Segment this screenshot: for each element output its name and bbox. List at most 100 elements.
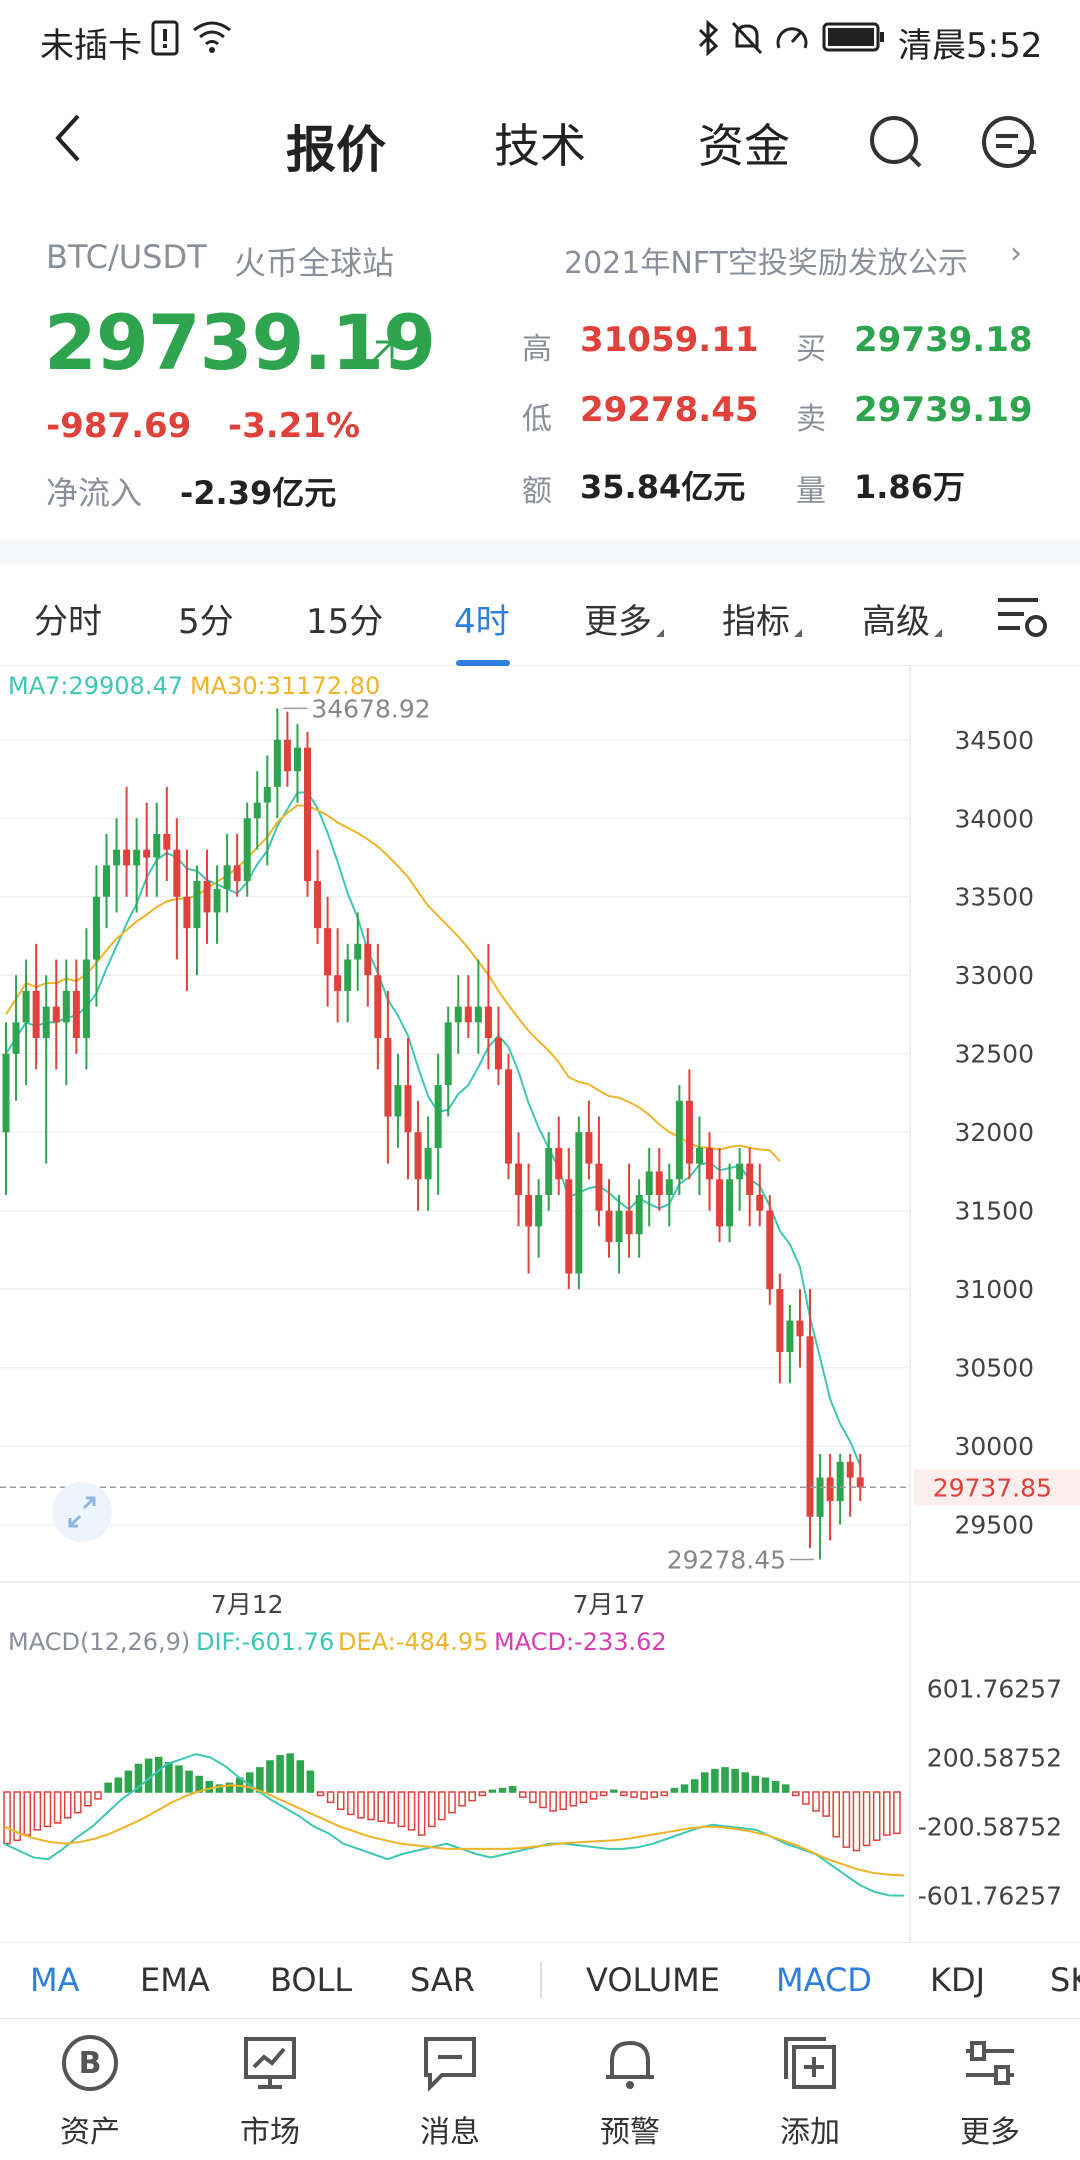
indicator-macd[interactable]: MACD: [776, 1961, 872, 1999]
advanced-menu[interactable]: 高级: [862, 594, 942, 643]
candle-body: [424, 1147, 432, 1180]
macd-bar: [852, 1791, 861, 1852]
dea-label: DEA:-484.95: [338, 1628, 489, 1656]
candle-body: [384, 1038, 392, 1117]
nav-messages-label: 消息: [420, 2115, 480, 2150]
macd-bar: [549, 1791, 557, 1812]
candle-body: [575, 1132, 583, 1274]
high-value: 31059.11: [580, 320, 759, 360]
candle-body: [233, 865, 241, 882]
search-icon[interactable]: [866, 112, 926, 172]
macd-bar: [165, 1761, 173, 1793]
candle-body: [484, 1006, 492, 1039]
candle-body: [746, 1163, 754, 1195]
macd-bar: [862, 1791, 871, 1847]
nav-messages[interactable]: 消息: [390, 2033, 510, 2151]
candle-body: [605, 1210, 613, 1243]
dif-line: [3, 1753, 905, 1897]
candle-body: [625, 1210, 633, 1235]
candle-body: [776, 1289, 784, 1352]
macd-bar: [357, 1791, 365, 1819]
period-15m[interactable]: 15分: [306, 602, 384, 642]
y-tick-label: 32500: [954, 1040, 1034, 1069]
max-price-label: 34678.92: [311, 694, 430, 723]
high-label: 高: [522, 332, 552, 367]
indicator-boll[interactable]: BOLL: [270, 1961, 353, 1999]
candle-body: [354, 943, 362, 960]
price-change-pct: -3.21%: [228, 406, 361, 446]
indicator-sk[interactable]: SK: [1050, 1961, 1080, 1999]
candle-body: [454, 1006, 462, 1023]
notice-link[interactable]: 2021年NFT空投奖励发放公示: [564, 246, 968, 281]
inflow-label: 净流入: [46, 474, 143, 512]
candle-body: [72, 990, 80, 1039]
back-icon[interactable]: [50, 110, 86, 166]
macd-bar: [670, 1787, 679, 1793]
nav-add[interactable]: 添加: [750, 2033, 870, 2151]
macd-bar: [94, 1791, 102, 1800]
macd-bar: [690, 1779, 699, 1793]
tab-funds[interactable]: 资金: [698, 119, 790, 173]
candle-body: [103, 865, 110, 897]
market-chart-icon: [244, 2037, 296, 2089]
macd-bar: [508, 1786, 517, 1793]
section-divider: [0, 540, 1080, 564]
candle-body: [444, 1022, 452, 1086]
macd-bar: [438, 1791, 446, 1821]
active-period-indicator: [456, 660, 510, 666]
nav-more[interactable]: 更多: [930, 2033, 1050, 2151]
macd-bar: [417, 1791, 426, 1836]
chart-settings-icon[interactable]: [994, 594, 1050, 642]
indicator-ma[interactable]: MA: [30, 1961, 80, 1999]
period-more[interactable]: 更多: [584, 594, 664, 643]
macd-bar: [812, 1791, 820, 1812]
indicator-volume[interactable]: VOLUME: [586, 1961, 720, 1999]
period-4h[interactable]: 4时: [454, 602, 510, 642]
chevron-right-icon[interactable]: ›: [1010, 236, 1022, 271]
ma7-line: [5, 791, 862, 1466]
candle-body: [665, 1179, 673, 1195]
mute-icon: [731, 21, 763, 55]
period-5m[interactable]: 5分: [178, 602, 234, 642]
tab-quote[interactable]: 报价: [286, 121, 386, 179]
nav-assets[interactable]: B 资产: [30, 2033, 150, 2151]
nav-market[interactable]: 市场: [210, 2033, 330, 2151]
candle-body: [374, 975, 382, 1039]
candle-body: [695, 1147, 703, 1164]
indicator-sar[interactable]: SAR: [410, 1961, 476, 1999]
fullscreen-button[interactable]: [52, 1482, 112, 1542]
nav-market-label: 市场: [240, 2115, 300, 2150]
tab-technical[interactable]: 技术: [494, 119, 586, 173]
macd-bar: [53, 1791, 62, 1824]
price-change: -987.69: [46, 406, 192, 446]
candle-body: [555, 1147, 563, 1180]
nav-alerts[interactable]: 预警: [570, 2033, 690, 2151]
macd-bar: [731, 1768, 739, 1793]
advanced-menu-label: 高级: [862, 602, 930, 642]
indicator-kdj[interactable]: KDJ: [930, 1961, 986, 1999]
macd-bar: [13, 1791, 21, 1841]
dropdown-icon: [656, 629, 664, 637]
indicator-menu[interactable]: 指标: [722, 594, 802, 643]
candle-body: [243, 818, 251, 882]
chart-canvas[interactable]: 34500 34000 33500 33000 32500 32000 31500 31000…: [0, 666, 1080, 1942]
indicator-ema[interactable]: EMA: [140, 1961, 210, 1999]
candle-body: [806, 1336, 814, 1517]
period-timeshare[interactable]: 分时: [34, 602, 102, 642]
macd-bar: [387, 1791, 396, 1824]
candle-body: [836, 1461, 844, 1502]
sell-label: 卖: [796, 402, 826, 437]
candle-body: [464, 1006, 472, 1023]
chat-icon[interactable]: [978, 112, 1042, 172]
candle-body: [344, 959, 352, 991]
y-tick-label: 31000: [954, 1275, 1034, 1304]
indicator-divider: [540, 1961, 542, 1999]
macd-bar: [397, 1791, 406, 1828]
kline-chart[interactable]: 34500 34000 33500 33000 32500 32000 31500 31000…: [0, 666, 1080, 1942]
candle-body: [565, 1179, 573, 1274]
candle-body: [515, 1163, 523, 1195]
candle-body: [92, 896, 100, 960]
macd-params-label: MACD(12,26,9): [8, 1628, 191, 1656]
candle-body: [685, 1100, 693, 1164]
macd-bar: [215, 1784, 224, 1793]
